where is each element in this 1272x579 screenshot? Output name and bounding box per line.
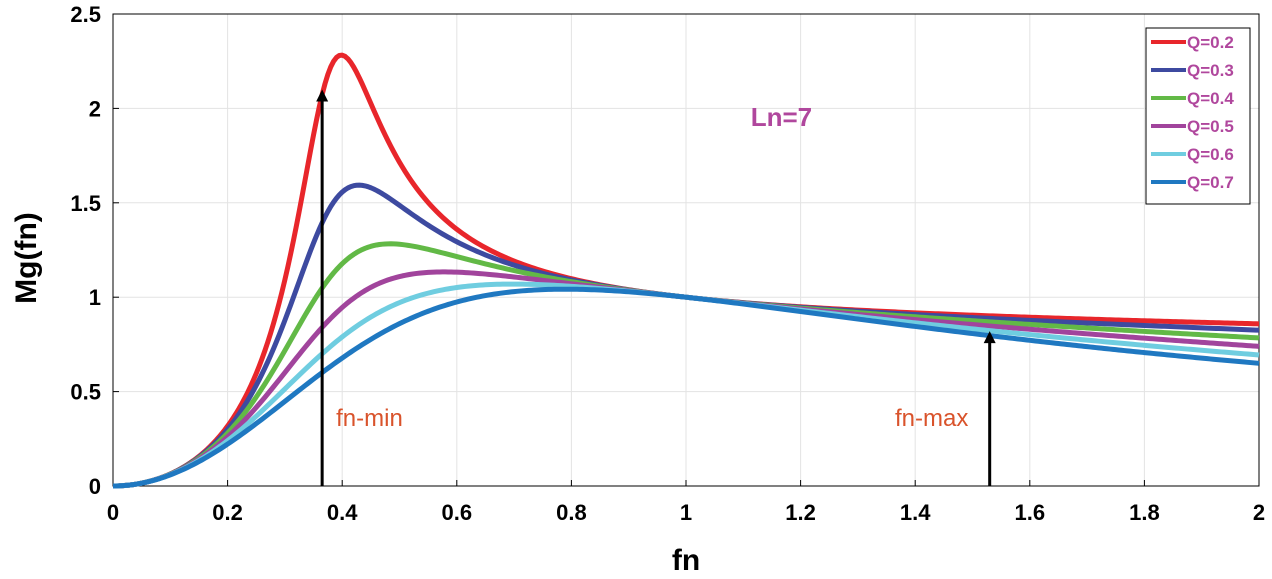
x-tick-label: 2 xyxy=(1253,500,1265,525)
fn-min-arrow-head xyxy=(316,89,329,102)
x-tick-label: 1.8 xyxy=(1129,500,1160,525)
legend: Q=0.2 Q=0.3 Q=0.4 Q=0.5 Q=0.6 Q=0.7 xyxy=(1145,27,1251,205)
y-tick-label: 1 xyxy=(89,285,101,310)
x-tick-label: 1.4 xyxy=(900,500,931,525)
x-tick-label: 1 xyxy=(680,500,692,525)
legend-label: Q=0.5 xyxy=(1187,117,1234,136)
legend-label: Q=0.7 xyxy=(1187,173,1234,192)
x-tick-label: 0.2 xyxy=(212,500,243,525)
legend-label: Q=0.3 xyxy=(1187,61,1234,80)
series-curves xyxy=(112,52,1260,489)
legend-label: Q=0.4 xyxy=(1187,89,1234,108)
y-axis-label: Mg(fn) xyxy=(10,212,43,304)
x-tick-label: 1.2 xyxy=(785,500,816,525)
y-tick-label: 0 xyxy=(89,474,101,499)
x-tick-label: 0.6 xyxy=(442,500,473,525)
y-tick-label: 2.5 xyxy=(70,2,101,27)
annotation-fn-max: fn-max xyxy=(895,405,968,432)
y-tick-label: 2 xyxy=(89,96,101,121)
annotation-fn-min: fn-min xyxy=(336,405,403,432)
x-axis-ticks: 0 0.2 0.4 0.6 0.8 1 1.2 1.4 1.6 1.8 2 xyxy=(107,480,1265,525)
x-tick-label: 1.6 xyxy=(1015,500,1046,525)
legend-label: Q=0.2 xyxy=(1187,33,1234,52)
legend-label: Q=0.6 xyxy=(1187,145,1234,164)
series-line-Q-0_7 xyxy=(112,286,1260,489)
x-tick-label: 0 xyxy=(107,500,119,525)
fn-max-arrow-head xyxy=(983,331,996,344)
y-tick-label: 1.5 xyxy=(70,191,101,216)
x-tick-label: 0.4 xyxy=(327,500,358,525)
x-axis-label: fn xyxy=(672,544,700,577)
y-axis-ticks: 0 0.5 1 1.5 2 2.5 xyxy=(70,2,119,499)
annotation-arrows xyxy=(316,89,996,486)
x-tick-label: 0.8 xyxy=(556,500,587,525)
annotation-ln: Ln=7 xyxy=(751,102,812,132)
y-tick-label: 0.5 xyxy=(70,380,101,405)
legend-box xyxy=(1145,27,1251,205)
grid-lines xyxy=(112,13,1260,487)
